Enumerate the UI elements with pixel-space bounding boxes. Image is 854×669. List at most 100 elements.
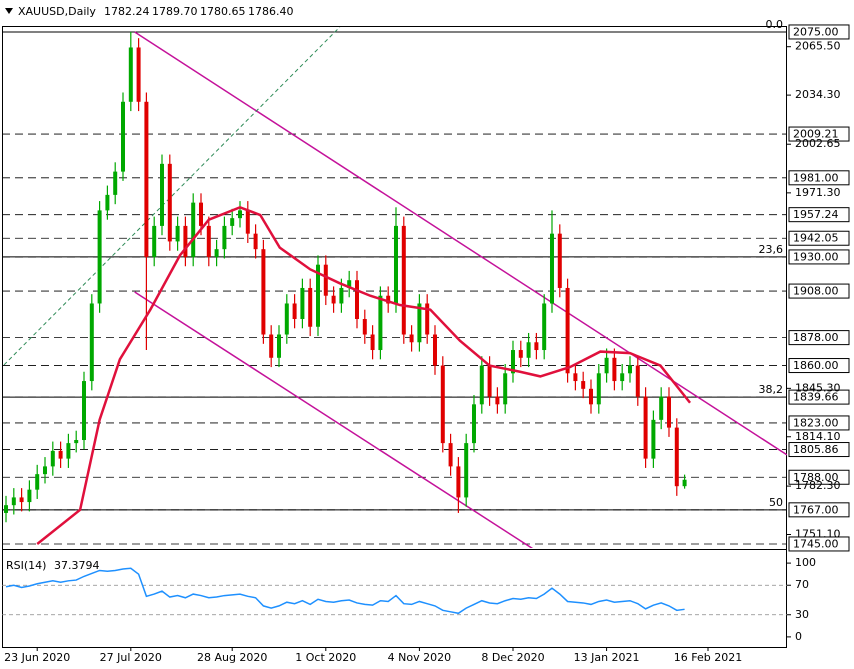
candle-body xyxy=(495,396,500,405)
level-box xyxy=(788,442,850,458)
level-label: 2075.00 xyxy=(793,25,839,38)
candle-body xyxy=(160,163,165,226)
rsi-panel xyxy=(2,567,787,616)
x-tick-label: 23 Jun 2020 xyxy=(4,651,70,664)
plot-border xyxy=(2,26,787,648)
candle-body xyxy=(43,466,48,475)
candle-body xyxy=(604,357,609,374)
price-panel xyxy=(2,27,787,548)
candle-body xyxy=(152,225,157,257)
candle-body xyxy=(11,497,16,506)
candle-body xyxy=(58,450,63,459)
high-label: 1789.70 xyxy=(152,5,198,18)
candle-body xyxy=(596,373,601,405)
level-label: 1745.00 xyxy=(793,537,839,550)
candle-body xyxy=(573,373,578,382)
candle-body xyxy=(409,334,414,343)
candle-body xyxy=(331,295,336,304)
candle-body xyxy=(503,373,508,405)
candle-body xyxy=(183,225,188,257)
candle-body xyxy=(620,373,625,382)
candle-body xyxy=(448,443,453,467)
y-tick-label: 2065.50 xyxy=(795,40,841,53)
candle-body xyxy=(206,225,211,257)
candle-body xyxy=(534,342,539,351)
candle-body xyxy=(167,163,172,242)
candle-body xyxy=(199,202,204,226)
candle-body xyxy=(276,334,281,358)
level-label: 1860.00 xyxy=(793,359,839,372)
candle-body xyxy=(386,295,391,304)
candle-body xyxy=(230,218,235,226)
y-tick-label: 1782.30 xyxy=(795,479,841,492)
level-box xyxy=(788,24,850,40)
level-label: 1878.00 xyxy=(793,331,839,344)
level-box xyxy=(788,207,850,223)
rsi-tick-label: 30 xyxy=(795,608,809,621)
candle-body xyxy=(315,264,320,327)
level-box xyxy=(788,126,850,142)
level-label: 1908.00 xyxy=(793,285,839,298)
candle-body xyxy=(82,381,87,441)
candle-body xyxy=(542,303,547,351)
candle-body xyxy=(432,334,437,366)
rsi-last: 37.3794 xyxy=(54,559,100,572)
candle-body xyxy=(191,202,196,257)
x-tick-label: 28 Aug 2020 xyxy=(197,651,267,664)
candle-body xyxy=(581,381,586,389)
candle-body xyxy=(651,419,656,459)
candle-body xyxy=(674,427,679,487)
candle-body xyxy=(440,365,445,444)
y-tick-label: 1845.30 xyxy=(795,381,841,394)
trendline xyxy=(134,291,534,548)
candle-body xyxy=(526,342,531,358)
level-box xyxy=(788,469,850,485)
candle-body xyxy=(323,264,328,296)
candle-body xyxy=(300,287,305,319)
y-tick-label: 1751.10 xyxy=(795,528,841,541)
level-label: 1981.00 xyxy=(793,171,839,184)
level-label: 2009.21 xyxy=(793,128,839,141)
candle-body xyxy=(362,318,367,335)
candle-body xyxy=(456,466,461,498)
fib-label: 23,6 xyxy=(759,243,784,256)
candle-body xyxy=(401,225,406,335)
y-tick-label: 1971.30 xyxy=(795,186,841,199)
candle-body xyxy=(479,365,484,405)
candle-body xyxy=(308,287,313,327)
candle-body xyxy=(549,233,554,304)
candle-body xyxy=(50,450,55,467)
level-box xyxy=(788,170,850,186)
candle-body xyxy=(214,249,219,257)
candle-body xyxy=(27,489,32,503)
candle-body xyxy=(378,295,383,351)
candle-body xyxy=(121,101,126,172)
candle-body xyxy=(269,334,274,358)
candle-body xyxy=(144,101,149,257)
candle-body xyxy=(635,365,640,397)
x-tick-label: 13 Jan 2021 xyxy=(574,651,640,664)
low-label: 1780.65 xyxy=(200,5,246,18)
level-label: 1942.05 xyxy=(793,232,839,245)
level-box xyxy=(788,389,850,405)
symbol-title: XAUUSD,Daily xyxy=(18,5,96,18)
candle-body xyxy=(666,396,671,428)
candle-body xyxy=(245,210,250,234)
candle-body xyxy=(339,287,344,304)
y-tick-label: 1814.10 xyxy=(795,430,841,443)
y-tick-label: 2034.30 xyxy=(795,88,841,101)
axes: 2075.00 2009.21 1981.00 1957.24 1942.05 1930.… xyxy=(4,18,850,664)
level-label: 1930.00 xyxy=(793,250,839,263)
rsi-tick-label: 0 xyxy=(795,630,802,643)
level-box xyxy=(788,330,850,346)
candle-body xyxy=(136,47,141,102)
close-label: 1786.40 xyxy=(248,5,294,18)
menu-arrow xyxy=(5,8,13,14)
level-label: 1767.00 xyxy=(793,503,839,516)
candle-body xyxy=(471,404,476,444)
level-box xyxy=(788,536,850,552)
candle-body xyxy=(510,350,515,374)
candle-body xyxy=(4,505,9,513)
candle-body xyxy=(253,233,258,250)
